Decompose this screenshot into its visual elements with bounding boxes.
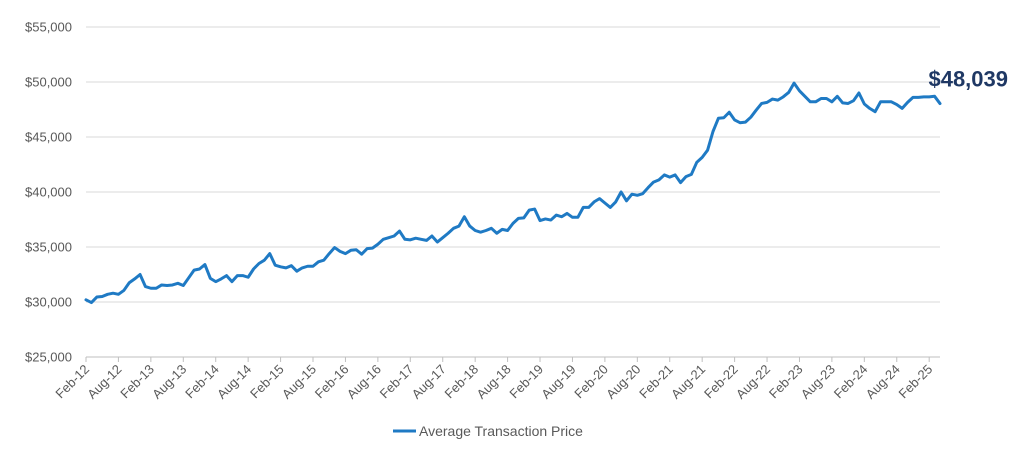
x-tick-label: Feb-23 — [766, 362, 806, 402]
x-tick-label: Feb-25 — [896, 362, 936, 402]
x-tick-label: Aug-17 — [409, 362, 449, 402]
y-tick-label: $40,000 — [25, 185, 72, 200]
x-tick-label: Feb-24 — [831, 362, 871, 402]
x-tick-label: Aug-23 — [798, 362, 838, 402]
x-tick-label: Feb-17 — [377, 362, 417, 402]
x-tick-label: Aug-21 — [668, 362, 708, 402]
x-tick-label: Feb-21 — [636, 362, 676, 402]
x-tick-label: Aug-20 — [603, 362, 643, 402]
x-tick-label: Feb-19 — [506, 362, 546, 402]
gridlines — [86, 26, 940, 358]
y-axis: $25,000 $30,000 $35,000 $40,000 $45,000 $50,0… — [25, 20, 72, 365]
x-tick-label: Feb-20 — [571, 362, 611, 402]
x-tick-label: Aug-14 — [214, 362, 254, 402]
end-value-label: $48,039 — [928, 67, 1008, 92]
legend-label: Average Transaction Price — [419, 423, 583, 439]
x-tick-label: Feb-18 — [442, 362, 482, 402]
x-tick-label: Feb-16 — [312, 362, 352, 402]
y-tick-label: $30,000 — [25, 295, 72, 310]
x-tick-label: Feb-13 — [117, 362, 157, 402]
x-tick-label: Aug-13 — [149, 362, 189, 402]
x-axis: Feb-12Aug-12Feb-13Aug-13Feb-14Aug-14Feb-… — [52, 357, 935, 402]
x-tick-label: Aug-15 — [279, 362, 319, 402]
y-tick-label: $25,000 — [25, 350, 72, 365]
x-tick-label: Aug-22 — [733, 362, 773, 402]
y-tick-label: $35,000 — [25, 240, 72, 255]
x-tick-label: Aug-19 — [538, 362, 578, 402]
annotation-layer: $48,039 — [928, 67, 1008, 92]
series-line-average-transaction-price — [84, 81, 942, 305]
legend: Average Transaction Price — [393, 423, 583, 439]
y-tick-label: $45,000 — [25, 130, 72, 145]
x-tick-label: Feb-22 — [701, 362, 741, 402]
x-tick-label: Feb-14 — [182, 362, 222, 402]
x-tick-label: Aug-12 — [84, 362, 124, 402]
x-tick-label: Aug-24 — [863, 362, 903, 402]
y-tick-label: $55,000 — [25, 20, 72, 35]
x-tick-label: Feb-15 — [247, 362, 287, 402]
series-layer — [84, 81, 942, 305]
y-tick-label: $50,000 — [25, 75, 72, 90]
x-tick-label: Aug-18 — [473, 362, 513, 402]
x-tick-label: Feb-12 — [52, 362, 92, 402]
x-tick-label: Aug-16 — [344, 362, 384, 402]
